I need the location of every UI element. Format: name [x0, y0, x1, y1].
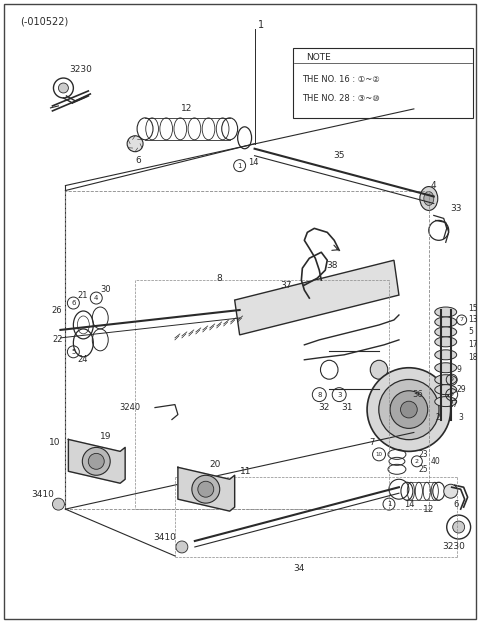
- Circle shape: [379, 379, 439, 440]
- Text: 26: 26: [52, 305, 62, 315]
- Text: 1: 1: [258, 21, 264, 31]
- Text: 5: 5: [468, 328, 473, 336]
- Text: 24: 24: [77, 355, 87, 364]
- Circle shape: [453, 521, 465, 533]
- Circle shape: [52, 498, 64, 510]
- Text: 33: 33: [451, 204, 462, 213]
- Text: 34: 34: [294, 564, 305, 573]
- Text: 2: 2: [436, 413, 441, 422]
- Ellipse shape: [435, 384, 456, 394]
- Text: 14: 14: [248, 158, 258, 167]
- Text: THE NO. 16 : ①~②: THE NO. 16 : ①~②: [302, 75, 380, 83]
- Text: 22: 22: [52, 335, 62, 345]
- Text: 15: 15: [468, 303, 478, 313]
- Circle shape: [444, 484, 457, 498]
- Text: 11: 11: [240, 467, 251, 476]
- Text: 3: 3: [459, 413, 464, 422]
- Ellipse shape: [420, 186, 438, 211]
- Text: THE NO. 28 : ③~⑩: THE NO. 28 : ③~⑩: [302, 95, 380, 103]
- Ellipse shape: [435, 350, 456, 360]
- Text: 38: 38: [326, 260, 338, 270]
- Text: 40: 40: [431, 457, 441, 466]
- Text: 7: 7: [460, 318, 464, 323]
- Text: 13: 13: [468, 315, 478, 325]
- Text: 4: 4: [94, 295, 98, 301]
- Text: 5: 5: [71, 349, 75, 355]
- Text: 6: 6: [71, 300, 76, 306]
- Text: 35: 35: [334, 151, 345, 160]
- Text: 9: 9: [450, 377, 454, 382]
- Text: 3230: 3230: [69, 65, 92, 74]
- Ellipse shape: [435, 317, 456, 327]
- Text: 18: 18: [468, 353, 478, 363]
- Polygon shape: [178, 467, 235, 511]
- Text: 9: 9: [456, 365, 462, 374]
- Ellipse shape: [435, 363, 456, 373]
- Text: 10: 10: [49, 438, 60, 447]
- Text: 31: 31: [341, 403, 353, 412]
- Text: 12: 12: [423, 505, 434, 513]
- Circle shape: [59, 83, 68, 93]
- Text: 14: 14: [404, 500, 414, 508]
- Circle shape: [367, 368, 451, 452]
- Text: 23: 23: [419, 450, 429, 459]
- Circle shape: [192, 475, 220, 503]
- Text: 8: 8: [317, 392, 322, 397]
- Text: NOTE: NOTE: [306, 52, 331, 62]
- Text: 6: 6: [135, 156, 141, 165]
- Ellipse shape: [424, 191, 434, 206]
- Text: (-010522): (-010522): [21, 16, 69, 26]
- Text: 3410: 3410: [154, 533, 177, 541]
- Polygon shape: [235, 260, 399, 335]
- Text: 17: 17: [468, 340, 478, 350]
- Text: 3240: 3240: [119, 403, 140, 412]
- Text: 3: 3: [337, 392, 341, 397]
- Circle shape: [198, 481, 214, 497]
- Circle shape: [390, 391, 428, 429]
- Text: 29: 29: [456, 385, 466, 394]
- Text: 20: 20: [209, 460, 220, 469]
- Circle shape: [83, 447, 110, 475]
- Text: 30: 30: [100, 285, 111, 293]
- Text: 1: 1: [387, 501, 391, 507]
- Text: 37: 37: [280, 280, 291, 290]
- Ellipse shape: [370, 360, 388, 379]
- Text: 27: 27: [449, 400, 458, 409]
- Ellipse shape: [435, 397, 456, 407]
- Circle shape: [400, 401, 417, 418]
- Polygon shape: [68, 439, 125, 483]
- Text: 32: 32: [319, 403, 330, 412]
- Text: 36: 36: [412, 390, 422, 399]
- Ellipse shape: [435, 337, 456, 347]
- Text: 1: 1: [238, 163, 242, 169]
- Text: 6: 6: [454, 500, 459, 508]
- Text: 3230: 3230: [442, 543, 465, 551]
- Text: 9: 9: [450, 392, 454, 397]
- Circle shape: [88, 454, 104, 469]
- Text: 3410: 3410: [31, 490, 54, 498]
- Ellipse shape: [435, 374, 456, 384]
- Circle shape: [127, 136, 143, 152]
- Text: 25: 25: [419, 465, 429, 474]
- Text: 21: 21: [77, 290, 87, 300]
- Text: 10: 10: [375, 452, 383, 457]
- Text: 7: 7: [370, 438, 375, 447]
- Text: 12: 12: [181, 105, 192, 113]
- Ellipse shape: [435, 327, 456, 337]
- Circle shape: [176, 541, 188, 553]
- Text: 4: 4: [431, 181, 436, 190]
- Text: 19: 19: [99, 432, 111, 441]
- Ellipse shape: [435, 307, 456, 317]
- Text: 8: 8: [217, 273, 223, 283]
- Text: 2: 2: [415, 459, 419, 464]
